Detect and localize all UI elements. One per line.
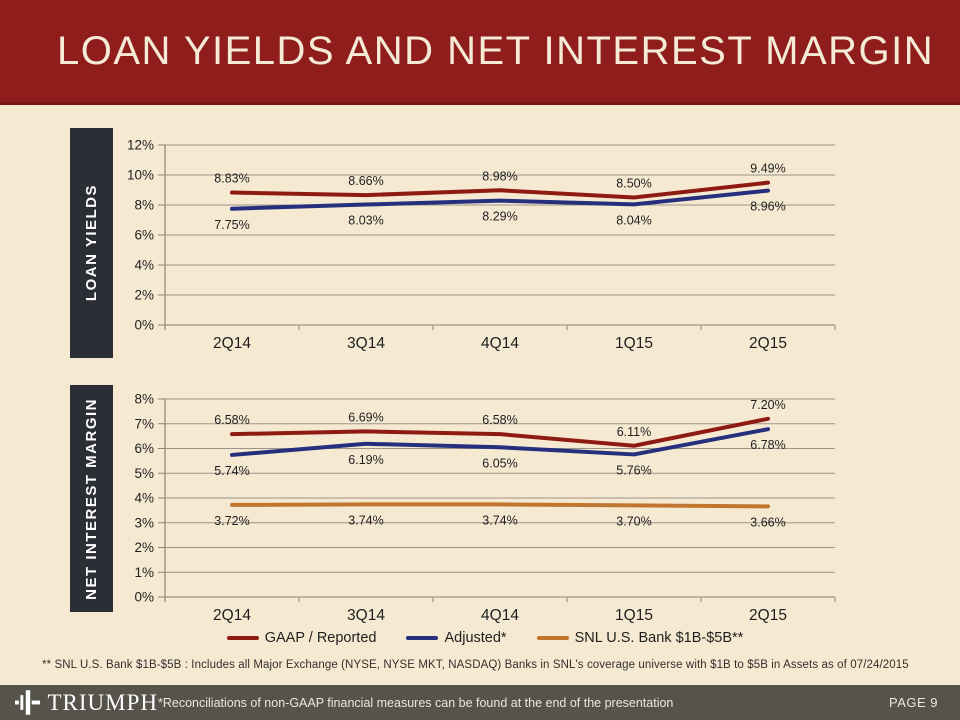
loan-yields-side-label-text: LOAN YIELDS — [83, 184, 100, 302]
svg-text:3.74%: 3.74% — [482, 513, 517, 527]
svg-text:0%: 0% — [134, 590, 154, 605]
net-interest-margin-chart: 0% 1% 2% 3% 4% 5% 6% 7% 8% 2Q14 3Q14 4Q14 1Q15 2Q15 6.… — [134, 392, 836, 624]
loan-yields-chart: 0% 2% 4% 6% 8% 10% 12% 2Q14 3Q14 4Q14 1Q15 2Q15 8.83… — [127, 138, 836, 352]
net-interest-margin-side-label: NET INTEREST MARGIN — [70, 385, 113, 612]
svg-text:2Q15: 2Q15 — [749, 335, 787, 352]
svg-text:7%: 7% — [134, 416, 154, 431]
legend-item: GAAP / Reported — [226, 630, 377, 646]
svg-text:8.03%: 8.03% — [348, 214, 383, 228]
page-title: LOAN YIELDS AND NET INTEREST MARGIN — [57, 28, 935, 73]
slide-header: LOAN YIELDS AND NET INTEREST MARGIN — [0, 0, 960, 105]
page-number: PAGE 9 — [888, 695, 938, 710]
svg-text:1Q15: 1Q15 — [615, 335, 653, 352]
legend-label: SNL U.S. Bank $1B-$5B** — [574, 630, 744, 646]
svg-text:10%: 10% — [127, 168, 154, 183]
svg-text:12%: 12% — [127, 138, 154, 153]
legend-label: Adjusted* — [444, 630, 507, 646]
svg-text:8.96%: 8.96% — [750, 200, 785, 214]
svg-text:7.75%: 7.75% — [214, 218, 249, 232]
svg-text:6%: 6% — [134, 441, 154, 456]
svg-text:4%: 4% — [134, 491, 154, 506]
svg-text:8.50%: 8.50% — [616, 177, 651, 191]
svg-text:5%: 5% — [134, 466, 154, 481]
svg-text:6.05%: 6.05% — [482, 456, 517, 470]
svg-text:8.04%: 8.04% — [616, 213, 651, 227]
svg-text:8.66%: 8.66% — [348, 174, 383, 188]
svg-text:8%: 8% — [134, 392, 154, 407]
svg-text:4Q14: 4Q14 — [481, 335, 519, 352]
footer-reconciliation-note: *Reconciliations of non-GAAP financial m… — [158, 695, 674, 710]
svg-text:8.29%: 8.29% — [482, 210, 517, 224]
net-interest-margin-side-label-text: NET INTEREST MARGIN — [83, 397, 100, 600]
svg-text:3.66%: 3.66% — [750, 515, 785, 529]
triumph-logo: TRIUMPH — [14, 689, 158, 716]
snl-footnote: ** SNL U.S. Bank $1B-$5B : Includes all … — [42, 659, 909, 671]
svg-text:2%: 2% — [134, 288, 154, 303]
svg-text:3Q14: 3Q14 — [347, 607, 385, 624]
svg-text:3Q14: 3Q14 — [347, 335, 385, 352]
svg-text:3.72%: 3.72% — [214, 514, 249, 528]
legend-item: SNL U.S. Bank $1B-$5B** — [536, 630, 744, 646]
svg-text:8.83%: 8.83% — [214, 172, 249, 186]
svg-text:2Q14: 2Q14 — [213, 607, 251, 624]
svg-text:6.78%: 6.78% — [750, 438, 785, 452]
svg-text:5.74%: 5.74% — [214, 464, 249, 478]
svg-text:2%: 2% — [134, 540, 154, 555]
chart-legend: GAAP / Reported Adjusted* SNL U.S. Bank $1… — [120, 627, 850, 649]
slide-footer: TRIUMPH *Reconciliations of non-GAAP fin… — [0, 685, 960, 720]
legend-line-swatch — [536, 636, 569, 640]
svg-text:1Q15: 1Q15 — [615, 607, 653, 624]
svg-text:3%: 3% — [134, 515, 154, 530]
svg-text:8.98%: 8.98% — [482, 169, 517, 183]
svg-text:6%: 6% — [134, 228, 154, 243]
legend-line-swatch — [406, 636, 439, 640]
svg-text:6.58%: 6.58% — [482, 413, 517, 427]
svg-text:8%: 8% — [134, 198, 154, 213]
svg-text:6.69%: 6.69% — [348, 410, 383, 424]
svg-text:5.76%: 5.76% — [616, 463, 651, 477]
legend-label: GAAP / Reported — [264, 630, 377, 646]
svg-text:3.74%: 3.74% — [348, 513, 383, 527]
svg-text:1%: 1% — [134, 565, 154, 580]
svg-text:2Q14: 2Q14 — [213, 335, 251, 352]
svg-text:7.20%: 7.20% — [750, 398, 785, 412]
legend-item: Adjusted* — [406, 630, 507, 646]
svg-text:3.70%: 3.70% — [616, 514, 651, 528]
svg-text:9.49%: 9.49% — [750, 162, 785, 176]
svg-text:0%: 0% — [134, 318, 154, 333]
triumph-cross-icon — [14, 690, 40, 715]
svg-text:4Q14: 4Q14 — [481, 607, 519, 624]
svg-text:4%: 4% — [134, 258, 154, 273]
svg-text:2Q15: 2Q15 — [749, 607, 787, 624]
svg-text:6.58%: 6.58% — [214, 413, 249, 427]
svg-text:6.11%: 6.11% — [617, 425, 652, 439]
loan-yields-side-label: LOAN YIELDS — [70, 128, 113, 358]
triumph-logo-text: TRIUMPH — [47, 689, 158, 715]
svg-text:6.19%: 6.19% — [348, 453, 383, 467]
legend-line-swatch — [226, 636, 259, 640]
